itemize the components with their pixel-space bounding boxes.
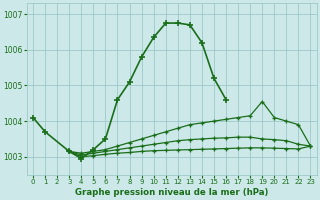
X-axis label: Graphe pression niveau de la mer (hPa): Graphe pression niveau de la mer (hPa) [75,188,268,197]
